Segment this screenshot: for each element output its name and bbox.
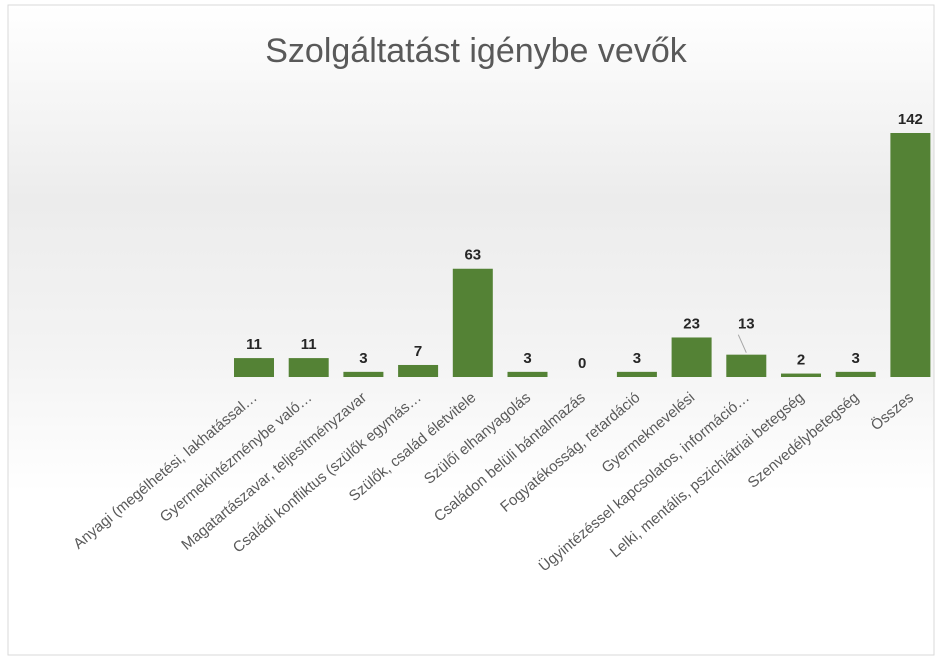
data-label: 11 <box>301 336 317 353</box>
data-label: 3 <box>852 350 860 367</box>
data-label: 3 <box>359 350 367 367</box>
data-label: 63 <box>464 247 481 264</box>
data-label: 3 <box>523 350 531 367</box>
data-label: 3 <box>633 350 641 367</box>
bar <box>616 371 657 377</box>
bar <box>288 358 329 377</box>
data-label: 13 <box>738 316 755 333</box>
bar <box>452 268 493 377</box>
data-label: 7 <box>414 343 422 360</box>
bar <box>507 371 548 377</box>
bar <box>781 373 821 377</box>
data-label: 2 <box>797 352 805 369</box>
bar <box>890 133 931 377</box>
data-label: 23 <box>683 315 700 332</box>
data-label: 142 <box>898 111 923 128</box>
data-label: 0 <box>578 355 586 372</box>
chart-title: Szolgáltatást igénybe vevők <box>265 32 687 70</box>
bar <box>234 358 274 377</box>
bar <box>726 354 767 377</box>
leader-line <box>737 334 747 353</box>
bar <box>835 371 876 377</box>
bar <box>398 364 439 377</box>
data-label: 11 <box>246 336 262 353</box>
bar <box>671 337 712 377</box>
bar <box>343 371 384 377</box>
